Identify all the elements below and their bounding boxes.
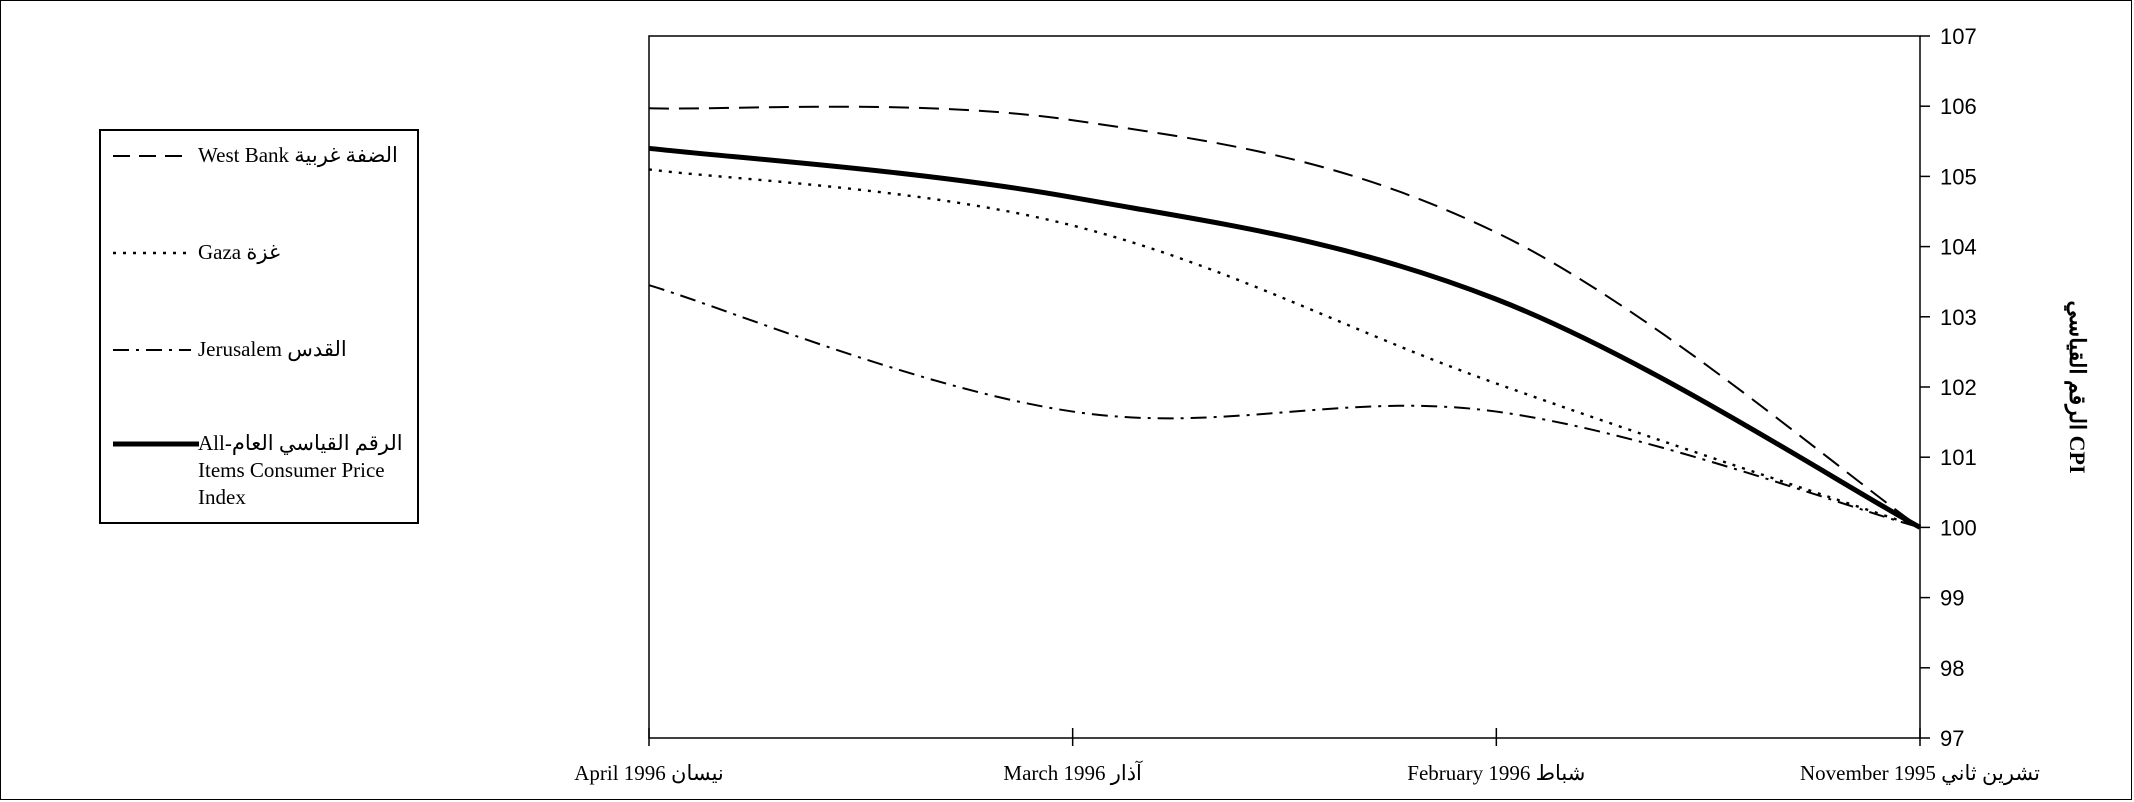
- series-line-dashed: [648, 105, 1921, 529]
- x-tick-label: November 1995 تشرين ثاني: [1800, 761, 2040, 786]
- legend-label-gaza: Gaza غزة: [198, 240, 280, 264]
- y-axis-label: الرقم القياسي CPI: [2064, 300, 2090, 473]
- y-tick-label: 106: [1940, 94, 1977, 119]
- legend-swatch-dashed: [113, 155, 191, 157]
- y-tick-label: 100: [1940, 515, 1977, 540]
- y-tick-label: 101: [1940, 445, 1977, 470]
- legend-swatch-solid-thick: [113, 441, 199, 447]
- series-line-dash-dot: [648, 284, 1921, 529]
- x-tick-label: March 1996 آذار: [1003, 759, 1143, 786]
- legend-swatch-dotted: [113, 251, 191, 255]
- legend-label-all-items-line3: Index: [198, 485, 246, 509]
- y-tick-label: 105: [1940, 164, 1977, 189]
- legend-swatch-dash-dot: [113, 349, 191, 351]
- legend-label-all-items-line2: Items Consumer Price: [198, 458, 385, 482]
- legend: West Bank الضفة غربية Gaza غزة Jerusalem…: [99, 129, 419, 524]
- y-tick-label: 107: [1940, 24, 1977, 49]
- y-tick-label: 97: [1940, 726, 1964, 751]
- x-tick-label: April 1996 نيسان: [574, 761, 724, 785]
- plot-area: 97 98 99 100 101 102 103 104 105 106 107 April 1996…: [574, 24, 2040, 786]
- series-line-solid-thick: [648, 145, 1922, 530]
- y-tick-label: 98: [1940, 656, 1964, 681]
- legend-label-west-bank: West Bank الضفة غربية: [198, 143, 398, 167]
- legend-label-all-items-line1: All-الرقم القياسي العام: [198, 431, 403, 455]
- series-line-dotted: [648, 168, 1921, 529]
- y-tick-label: 99: [1940, 586, 1964, 611]
- x-tick-label: February 1996 شباط: [1407, 761, 1585, 785]
- y-tick-label: 102: [1940, 375, 1977, 400]
- plot-border: [648, 35, 1921, 739]
- y-tick-label: 104: [1940, 235, 1977, 260]
- y-tick-label: 103: [1940, 305, 1977, 330]
- legend-label-jerusalem: Jerusalem القدس: [198, 337, 347, 361]
